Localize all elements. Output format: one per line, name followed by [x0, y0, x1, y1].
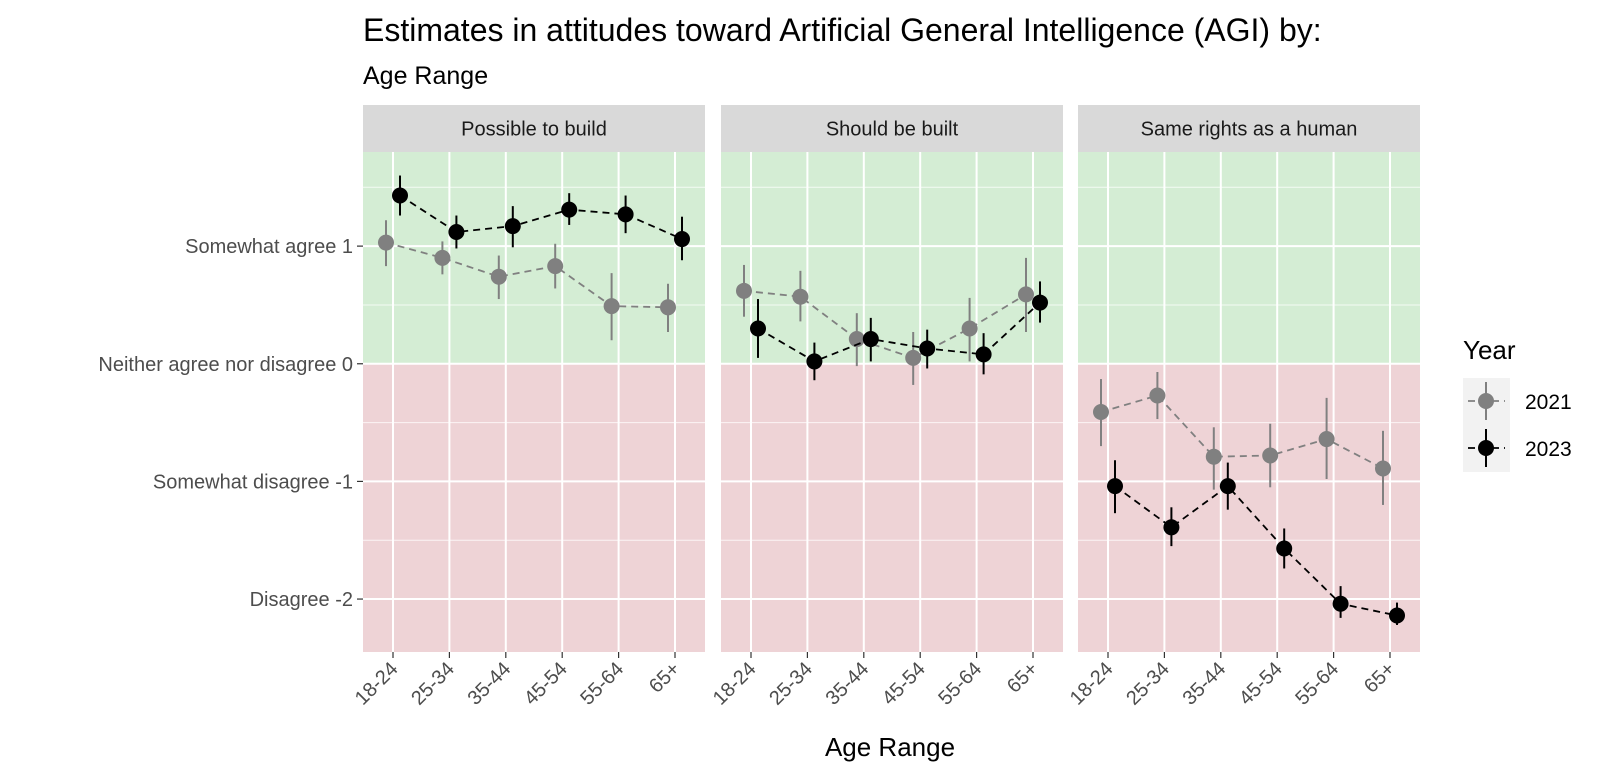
facet-panel-2: Same rights as a human 18-24 25-34 35-44 45-… — [1066, 105, 1420, 710]
series-line — [385, 241, 669, 309]
x-tick-label: 55-64 — [576, 658, 628, 710]
data-point — [862, 331, 879, 348]
data-point — [1107, 478, 1123, 495]
x-tick-label: 25-34 — [407, 658, 459, 710]
series-2021 — [736, 257, 1034, 385]
data-point — [736, 282, 752, 299]
series-2023 — [750, 281, 1048, 381]
chart-title: Estimates in attitudes toward Artificial… — [363, 12, 1322, 48]
series-line — [743, 289, 1027, 359]
x-tick-label: 35-44 — [822, 658, 874, 710]
data-point — [1163, 519, 1180, 536]
facet-strip — [721, 105, 1063, 152]
background-band — [721, 363, 1063, 652]
facet-panel-0: Possible to build 18-24 25-34 35-44 45-54 55-… — [351, 105, 705, 710]
legend-label: 2021 — [1525, 391, 1572, 414]
data-point — [617, 206, 634, 223]
facet-strip-label: Same rights as a human — [1141, 119, 1358, 141]
legend-label: 2023 — [1525, 438, 1572, 461]
y-tick-label: Neither agree nor disagree 0 — [98, 354, 353, 376]
facet-strip-label: Should be built — [826, 119, 959, 141]
background-band — [1078, 363, 1420, 652]
background-band — [721, 152, 1063, 364]
background-band — [363, 363, 705, 652]
data-point — [660, 299, 676, 316]
x-tick-label: 65+ — [1003, 658, 1043, 698]
series-2021 — [1093, 372, 1391, 505]
data-point — [1375, 460, 1391, 477]
x-tick-label: 18-24 — [351, 658, 403, 710]
x-tick-label: 25-34 — [1122, 658, 1174, 710]
data-point — [378, 234, 394, 251]
legend: Year 2021 2023 — [1463, 335, 1572, 472]
x-axis-title: Age Range — [825, 732, 955, 762]
y-tick-label: Disagree -2 — [250, 589, 353, 611]
data-point — [392, 187, 408, 204]
data-point — [750, 320, 766, 337]
x-tick-label: 65+ — [645, 658, 685, 698]
series-line — [1114, 484, 1398, 617]
series-2021 — [378, 220, 676, 341]
data-point — [1205, 448, 1222, 465]
data-point — [1093, 404, 1109, 420]
background-band — [1078, 152, 1420, 364]
data-point — [1318, 431, 1335, 448]
data-point — [919, 340, 936, 357]
series-line — [757, 301, 1041, 363]
x-tick-label: 55-64 — [1291, 658, 1343, 710]
data-point — [1276, 540, 1293, 557]
data-point — [490, 268, 507, 285]
data-point — [905, 349, 922, 366]
data-point — [1032, 294, 1048, 311]
series-2023 — [392, 175, 690, 261]
x-tick-label: 45-54 — [520, 658, 572, 710]
x-tick-label: 65+ — [1360, 658, 1400, 698]
legend-item-2023: 2023 — [1468, 429, 1572, 467]
facet-strip — [1078, 105, 1420, 152]
data-point — [1262, 447, 1279, 464]
data-point — [961, 320, 978, 337]
x-tick-label: 35-44 — [1179, 658, 1231, 710]
legend-key-point — [1478, 440, 1494, 456]
x-tick-label: 45-54 — [878, 658, 930, 710]
series-2023 — [1107, 460, 1405, 625]
data-point — [674, 231, 690, 248]
data-point — [806, 353, 823, 370]
data-point — [1149, 387, 1166, 404]
data-point — [1332, 595, 1349, 612]
facet-strip-label: Possible to build — [461, 119, 607, 141]
data-point — [792, 288, 809, 305]
legend-key-point — [1478, 393, 1494, 409]
series-line — [1100, 394, 1384, 470]
background-band — [363, 152, 705, 364]
facet-strip — [363, 105, 705, 152]
facet-panel-1: Should be built 18-24 25-34 35-44 45-54 55-64… — [709, 105, 1063, 710]
data-point — [561, 201, 578, 218]
legend-item-2021: 2021 — [1468, 382, 1572, 420]
data-point — [848, 331, 865, 348]
y-tick-label: Somewhat disagree -1 — [153, 471, 353, 493]
y-axis: Somewhat agree 1 Neither agree nor disagr… — [98, 236, 363, 611]
y-tick-label: Somewhat agree 1 — [185, 236, 353, 258]
data-point — [448, 224, 465, 240]
x-tick-label: 18-24 — [709, 658, 761, 710]
x-tick-label: 25-34 — [765, 658, 817, 710]
x-tick-label: 35-44 — [464, 658, 516, 710]
data-point — [1018, 286, 1034, 303]
x-tick-label: 45-54 — [1235, 658, 1287, 710]
data-point — [504, 218, 521, 235]
data-point — [603, 298, 620, 315]
data-point — [975, 346, 992, 363]
data-point — [1219, 478, 1236, 495]
data-point — [1389, 607, 1405, 624]
x-tick-label: 55-64 — [934, 658, 986, 710]
x-tick-label: 18-24 — [1066, 658, 1118, 710]
data-point — [434, 249, 451, 266]
chart-subtitle: Age Range — [363, 62, 488, 90]
data-point — [547, 258, 564, 275]
legend-title: Year — [1463, 335, 1516, 365]
